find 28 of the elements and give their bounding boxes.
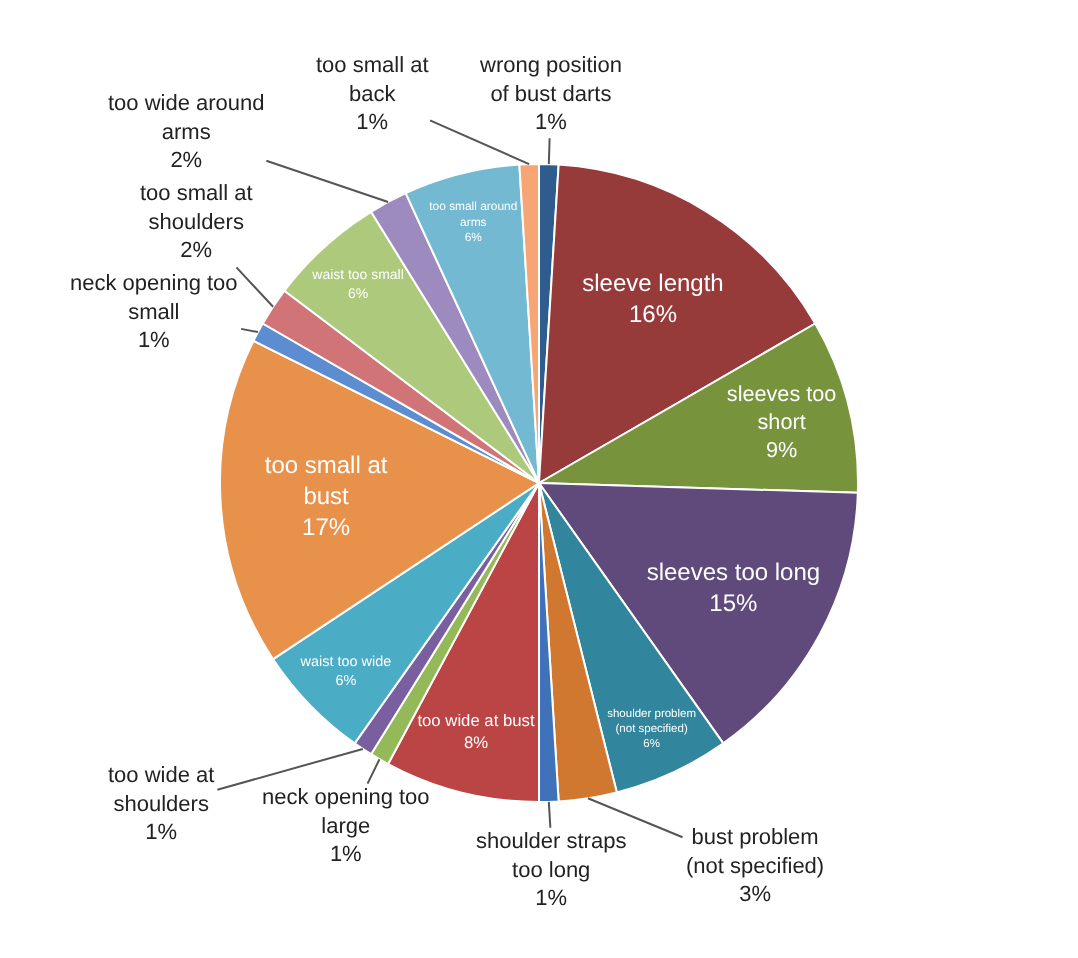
slice-label: sleeve length	[582, 269, 724, 298]
slice-label: shoulder straps too long	[476, 830, 628, 883]
slice-label: sleeves too short	[726, 382, 837, 436]
data-label: 1%	[535, 111, 568, 136]
data-label: 16%	[628, 300, 678, 329]
slice-label: too wide at shoulders	[108, 764, 215, 817]
data-label: 8%	[463, 732, 490, 753]
data-label: 1%	[329, 843, 363, 868]
data-label: 1%	[145, 821, 178, 846]
slice-label: too wide around arms	[108, 92, 265, 145]
slice-label: too small at shoulders	[140, 182, 253, 235]
slice-label: neck opening too small	[70, 272, 238, 325]
slice-label: neck opening too large	[262, 786, 430, 839]
slice-label: too small at back	[316, 54, 429, 107]
slice-label: too small at bust	[264, 450, 389, 511]
data-label: 1%	[356, 111, 389, 136]
data-label: 1%	[137, 329, 171, 354]
slice-label: too wide at bust	[417, 710, 536, 731]
data-label: 2%	[170, 149, 203, 174]
data-label: 1%	[535, 887, 568, 912]
data-label: 15%	[709, 588, 759, 617]
data-label: 2%	[180, 239, 213, 264]
slice-label: sleeves too long	[646, 557, 821, 586]
slice-label: bust problem (not specified)	[686, 826, 825, 879]
data-label: 3%	[739, 883, 772, 908]
data-label: 17%	[302, 513, 351, 542]
slice-label: wrong position of bust darts	[478, 54, 622, 107]
data-label: 9%	[765, 439, 798, 464]
